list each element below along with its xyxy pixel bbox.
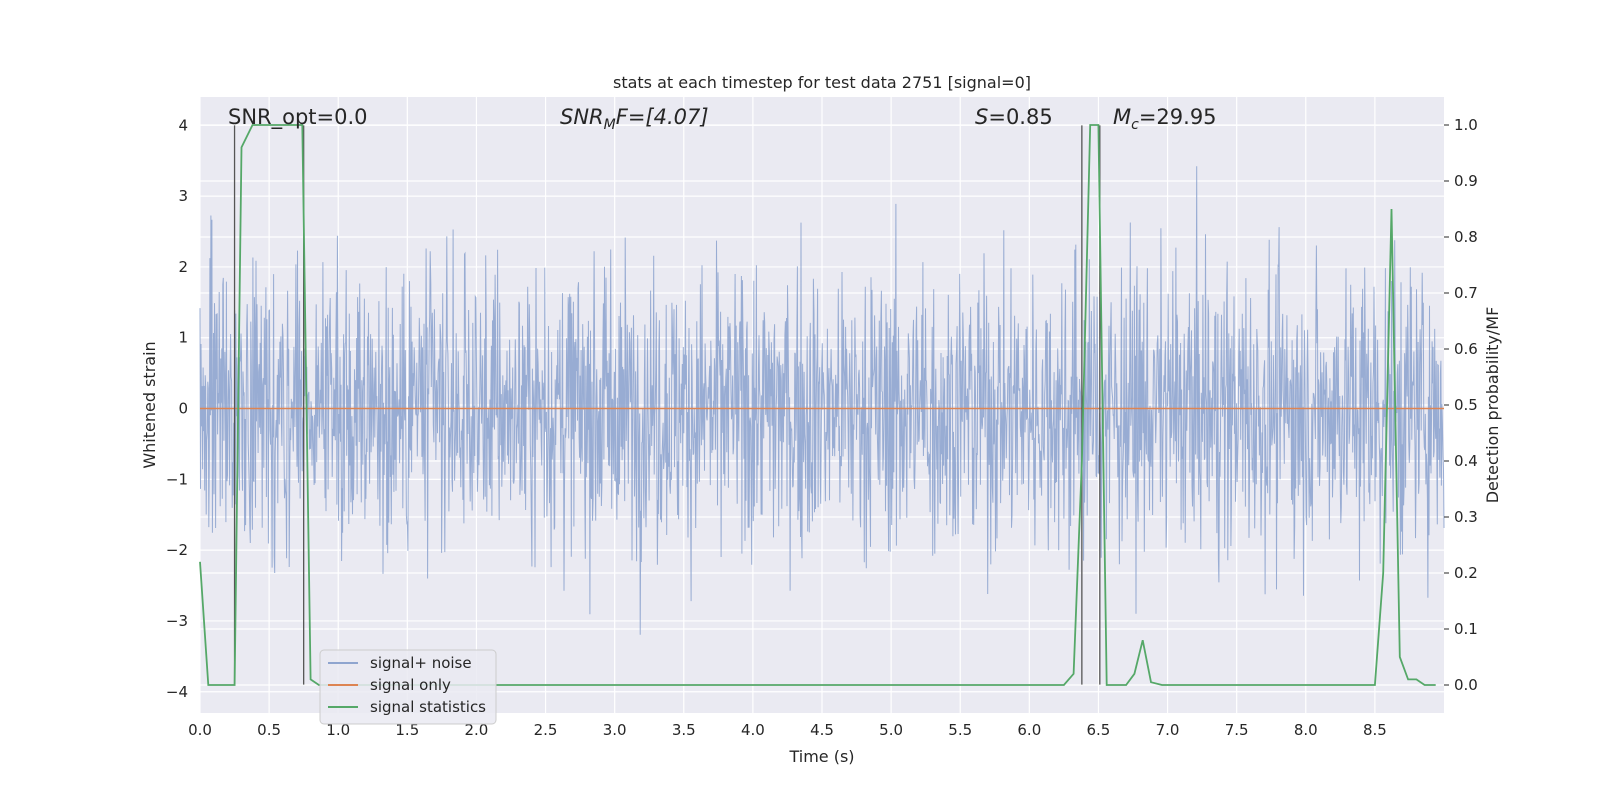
- snr-mf-subscript: M: [604, 117, 616, 133]
- y2-tick-label: 0.5: [1454, 396, 1478, 414]
- y2-axis-ticks: 1.0 0.9 0.8 0.7 0.6 0.5 0.4 0.3 0.2 0.1 0.0: [1444, 116, 1478, 694]
- y-tick-label: −3: [166, 612, 188, 630]
- vertical-markers: [233, 125, 1101, 685]
- mc-subscript: c: [1131, 117, 1139, 133]
- mc-annotation: Mc=29.95: [1113, 105, 1217, 133]
- x-tick-label: 7.0: [1156, 721, 1180, 739]
- snr-mf-value: F=[4.07]: [616, 105, 709, 129]
- snr-mf-annotation: SNRMF=[4.07]: [560, 105, 709, 133]
- noise-trace: [199, 166, 1445, 635]
- x-tick-label: 2.0: [465, 721, 489, 739]
- x-tick-label: 4.0: [741, 721, 765, 739]
- y-tick-label: 0: [178, 400, 188, 418]
- y-tick-label: 4: [178, 116, 188, 134]
- y2-tick-label: 0.4: [1454, 452, 1478, 470]
- signal-noise-series: [199, 166, 1445, 635]
- legend-label-signal-only: signal only: [370, 676, 451, 694]
- x-tick-label: 3.5: [672, 721, 696, 739]
- legend-label-statistics: signal statistics: [370, 698, 486, 716]
- x-axis-label: Time (s): [788, 747, 854, 766]
- y2-axis-label: Detection probability/MF: [1483, 307, 1502, 504]
- x-tick-label: 3.0: [603, 721, 627, 739]
- y2-tick-label: 0.2: [1454, 564, 1478, 582]
- y2-tick-label: 0.3: [1454, 508, 1478, 526]
- x-tick-label: 8.5: [1363, 721, 1387, 739]
- x-tick-label: 6.5: [1087, 721, 1111, 739]
- x-tick-label: 7.5: [1225, 721, 1249, 739]
- y-tick-label: 2: [178, 258, 188, 276]
- y-axis-ticks: 4 3 2 1 0 −1 −2 −3 −4: [166, 116, 188, 700]
- snr-mf-symbol: SNR: [560, 105, 604, 129]
- y-tick-label: −2: [166, 541, 188, 559]
- x-tick-label: 4.5: [810, 721, 834, 739]
- x-tick-label: 0.0: [188, 721, 212, 739]
- y2-tick-label: 0.8: [1454, 228, 1478, 246]
- x-tick-label: 5.5: [948, 721, 972, 739]
- x-tick-label: 1.0: [326, 721, 350, 739]
- chart-title: stats at each timestep for test data 275…: [613, 73, 1031, 92]
- y-tick-label: 3: [178, 187, 188, 205]
- signal-statistics-series: [199, 124, 1436, 686]
- mc-value: =29.95: [1139, 105, 1217, 129]
- x-tick-label: 8.0: [1294, 721, 1318, 739]
- x-tick-label: 0.5: [257, 721, 281, 739]
- s-annotation: S=0.85: [975, 105, 1053, 129]
- y2-tick-label: 0.0: [1454, 676, 1478, 694]
- snr-opt-annotation: SNR_opt=0.0: [228, 105, 368, 130]
- s-value: =0.85: [988, 105, 1052, 129]
- y2-tick-label: 1.0: [1454, 116, 1478, 134]
- y-tick-label: 1: [178, 329, 188, 347]
- x-tick-label: 2.5: [534, 721, 558, 739]
- y2-tick-label: 0.6: [1454, 340, 1478, 358]
- legend: signal+ noise signal only signal statist…: [319, 649, 497, 725]
- y2-tick-label: 0.1: [1454, 620, 1478, 638]
- x-axis-ticks: 0.0 0.5 1.0 1.5 2.0 2.5 3.0 3.5 4.0 4.5 5.0 5.5 6.0 6…: [188, 721, 1387, 739]
- s-symbol: S: [975, 105, 988, 129]
- y2-tick-label: 0.9: [1454, 172, 1478, 190]
- legend-box: [319, 649, 497, 725]
- x-tick-label: 1.5: [395, 721, 419, 739]
- x-tick-label: 6.0: [1017, 721, 1041, 739]
- y-tick-label: −1: [166, 470, 188, 488]
- y2-tick-label: 0.7: [1454, 284, 1478, 302]
- mc-symbol: M: [1113, 105, 1131, 129]
- x-tick-label: 5.0: [879, 721, 903, 739]
- grid: [199, 97, 1444, 713]
- y-tick-label: −4: [166, 683, 188, 701]
- y-axis-label: Whitened strain: [140, 341, 159, 468]
- legend-label-noise: signal+ noise: [370, 654, 472, 672]
